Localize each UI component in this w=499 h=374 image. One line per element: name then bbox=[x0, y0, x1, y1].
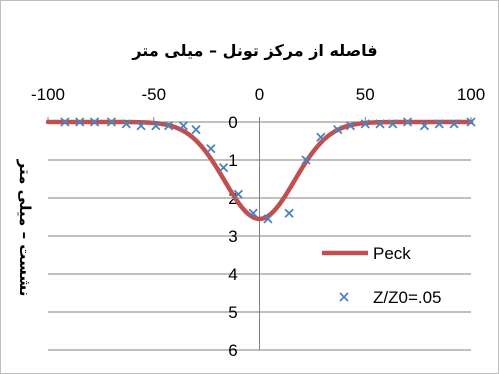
y-tick-label: 5 bbox=[228, 303, 237, 322]
data-point-marker bbox=[151, 121, 161, 131]
data-point-marker bbox=[360, 119, 370, 129]
data-point-marker bbox=[248, 208, 258, 218]
data-point-marker bbox=[75, 117, 85, 127]
legend: Peck Z/Z0=.05 bbox=[322, 244, 442, 307]
y-tick-label: 4 bbox=[228, 265, 237, 284]
data-point-marker bbox=[345, 121, 356, 131]
data-point-marker bbox=[206, 143, 216, 154]
data-point-marker bbox=[163, 121, 174, 131]
data-point-marker bbox=[301, 155, 311, 165]
series-peck-line bbox=[45, 119, 474, 222]
x-tick-label: 50 bbox=[356, 85, 375, 104]
data-point-marker bbox=[60, 117, 70, 127]
legend-peck-label: Peck bbox=[373, 244, 411, 263]
data-point-marker bbox=[89, 117, 100, 127]
data-point-marker bbox=[466, 117, 476, 127]
data-point-marker bbox=[284, 208, 294, 218]
x-tick-labels: -100 -50 0 50 100 bbox=[31, 85, 485, 104]
y-tick-label: 0 bbox=[228, 113, 237, 132]
y-tick-label: 1 bbox=[228, 151, 237, 170]
y-tick-label: 3 bbox=[228, 227, 237, 246]
series-layer bbox=[45, 117, 476, 224]
y-tick-label: 6 bbox=[228, 341, 237, 360]
data-point-marker bbox=[218, 162, 229, 173]
x-tick-label: 100 bbox=[457, 85, 485, 104]
data-point-marker bbox=[233, 189, 243, 199]
data-point-marker bbox=[375, 119, 385, 129]
data-point-marker bbox=[263, 214, 273, 224]
data-point-marker bbox=[121, 119, 131, 129]
data-point-marker bbox=[402, 117, 413, 127]
data-point-marker bbox=[333, 124, 343, 135]
data-point-marker bbox=[106, 117, 117, 127]
chart-title: فاصله از مرکز تونل – میلی متر bbox=[131, 41, 377, 60]
x-tick-label: -50 bbox=[141, 85, 166, 104]
legend-scatter-marker bbox=[339, 292, 349, 302]
data-point-marker bbox=[388, 119, 398, 129]
data-point-marker bbox=[191, 124, 201, 135]
grid-lines bbox=[47, 117, 472, 351]
data-point-marker bbox=[316, 132, 326, 142]
x-tick-label: 0 bbox=[255, 85, 264, 104]
data-point-marker bbox=[178, 121, 188, 131]
data-point-marker bbox=[419, 121, 430, 131]
data-point-marker bbox=[449, 119, 459, 129]
data-point-marker bbox=[136, 121, 146, 131]
x-tick-label: -100 bbox=[31, 85, 65, 104]
y-axis-label: نشست – میلی متر bbox=[16, 159, 34, 297]
data-point-marker bbox=[434, 119, 444, 129]
legend-scatter-label: Z/Z0=.05 bbox=[373, 288, 442, 307]
